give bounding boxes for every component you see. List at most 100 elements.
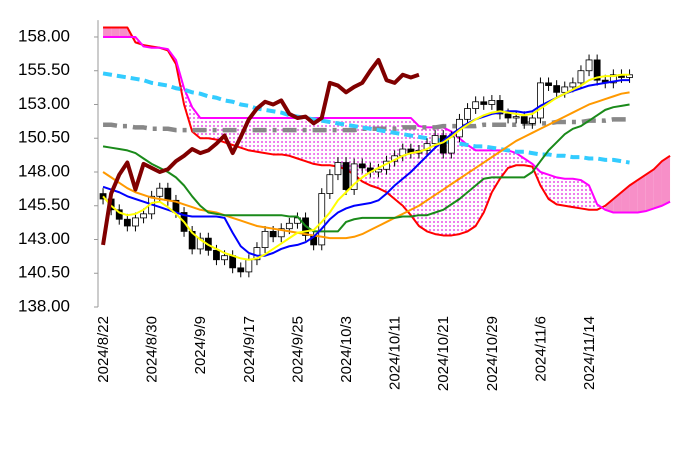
cloud [402, 117, 411, 216]
cloud [297, 117, 306, 162]
cloud [653, 161, 662, 209]
candle-body [221, 255, 228, 261]
cloud [305, 117, 314, 164]
candle-body [132, 217, 139, 227]
cloud [451, 131, 460, 236]
candle-body [277, 228, 285, 238]
candle-body [261, 230, 269, 248]
x-tick-label: 2024/10/29 [484, 316, 501, 391]
candle-body [245, 259, 253, 273]
cloud [564, 178, 573, 208]
candle-body [334, 162, 342, 176]
y-tick-label: 138.00 [18, 296, 70, 315]
candle-body [285, 222, 293, 230]
candle-body [164, 187, 172, 201]
candle-body [512, 116, 520, 119]
cloud [475, 150, 484, 226]
cloud [508, 150, 517, 168]
cloud [572, 178, 581, 209]
cloud [459, 138, 468, 235]
candle-body [577, 70, 585, 84]
cloud [629, 180, 638, 213]
candle-body [213, 249, 220, 261]
x-tick-label: 2024/9/25 [289, 316, 306, 383]
series-line [102, 91, 630, 240]
x-tick-label: 2024/9/17 [241, 316, 258, 383]
cloud [540, 171, 549, 199]
candle-body [342, 162, 350, 190]
candle-body [326, 174, 334, 194]
candle-body [350, 163, 358, 190]
candle-body [545, 82, 552, 86]
cloud [103, 27, 112, 37]
cloud [281, 117, 290, 156]
candle-body [496, 100, 504, 115]
candle-body [593, 59, 601, 81]
cloud [605, 198, 614, 213]
candle-body [528, 117, 536, 124]
candle-body [561, 86, 569, 93]
candle-body [464, 108, 471, 120]
x-tick-label: 2024/10/21 [435, 316, 452, 391]
candle-body [609, 74, 617, 84]
cloud [661, 155, 671, 206]
y-tick-label: 140.50 [18, 263, 70, 282]
series-line [102, 73, 630, 261]
series-line [102, 79, 630, 257]
x-tick-label: 2024/10/3 [338, 316, 355, 383]
candle-body [375, 168, 382, 173]
x-tick-label: 2024/11/6 [532, 316, 549, 382]
candle-body [156, 187, 164, 197]
candle-body [123, 218, 131, 227]
candle-body [569, 82, 577, 88]
cloud [329, 117, 338, 167]
cloud [556, 177, 565, 206]
candle-body [196, 237, 204, 250]
cloud [256, 117, 266, 154]
series-line [102, 71, 630, 165]
candle-body [504, 113, 512, 119]
cloud [435, 127, 444, 236]
cloud [119, 27, 128, 37]
candle-body [229, 255, 237, 269]
cloud [499, 150, 509, 179]
cloud [273, 117, 282, 155]
cloud [410, 117, 419, 226]
span-b-line [103, 35, 671, 214]
cloud [321, 117, 330, 166]
cloud [184, 88, 193, 132]
cloud [621, 185, 630, 213]
candle-body [488, 100, 496, 105]
candle-body [553, 85, 561, 93]
candle-body [358, 163, 366, 169]
candle-body [269, 230, 277, 238]
candle-body [585, 59, 593, 72]
cloud [248, 117, 257, 152]
y-tick-label: 145.50 [18, 195, 70, 214]
y-tick-label: 155.50 [18, 60, 70, 79]
cloud [313, 117, 322, 166]
cloud [378, 117, 387, 193]
x-tick-label: 2024/9/9 [192, 316, 209, 374]
y-tick-label: 150.50 [18, 128, 70, 147]
candle-body [140, 213, 147, 219]
x-tick-label: 2024/11/14 [581, 316, 598, 390]
candle-body [537, 82, 544, 119]
candle-body [237, 267, 245, 273]
candle-body [520, 116, 528, 124]
cloud [548, 174, 557, 205]
cloud [645, 169, 654, 212]
cloud [111, 27, 120, 37]
x-tick-label: 2024/8/30 [144, 316, 161, 383]
y-tick-label: 143.00 [18, 229, 70, 248]
cloud [265, 117, 274, 155]
cloud [386, 117, 395, 199]
y-tick-label: 153.00 [18, 94, 70, 113]
candle-body [472, 101, 480, 109]
series-line [102, 103, 630, 233]
x-tick-label: 2024/8/22 [95, 316, 112, 383]
cloud [637, 174, 646, 213]
y-tick-label: 148.00 [18, 161, 70, 180]
cloud [208, 117, 217, 140]
